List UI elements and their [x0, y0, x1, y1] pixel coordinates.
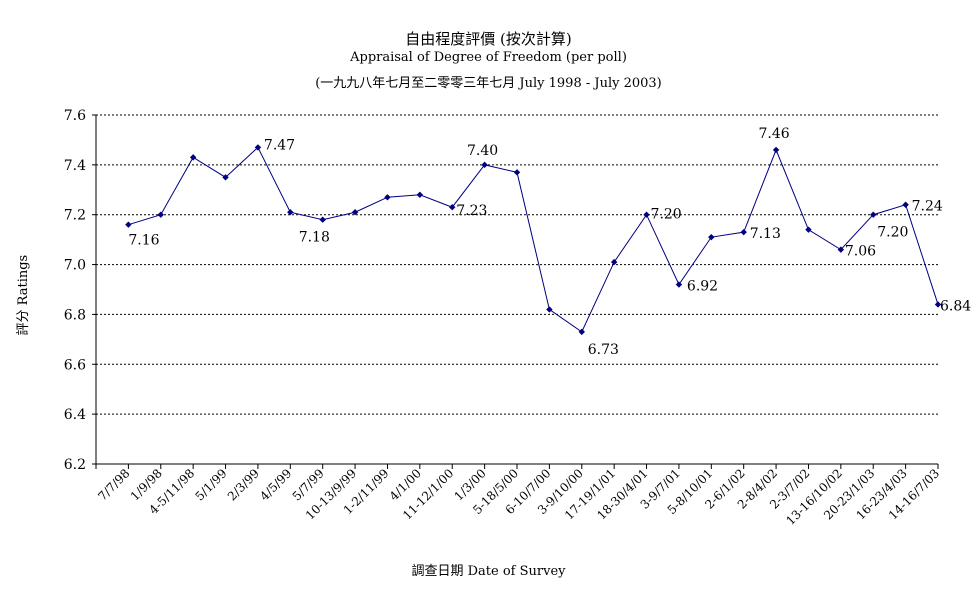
data-label: 7.20: [651, 207, 682, 223]
data-point: [934, 301, 942, 308]
data-label: 7.16: [128, 233, 159, 249]
data-point: [287, 209, 294, 216]
x-tick-label: 2/3/99: [225, 466, 262, 503]
data-point: [675, 281, 683, 288]
data-point: [643, 211, 650, 218]
data-point: [513, 169, 521, 176]
y-axis-label: 評分 Ratings: [16, 254, 31, 336]
data-label: 7.06: [845, 244, 876, 260]
data-label: 7.20: [877, 225, 908, 241]
x-tick-label: 5/1/99: [192, 466, 229, 503]
data-point: [222, 174, 229, 181]
data-label: 7.24: [912, 199, 943, 215]
data-point: [416, 191, 424, 198]
data-point: [254, 144, 262, 151]
data-point: [837, 246, 845, 253]
y-tick-label: 7.4: [64, 158, 86, 174]
y-tick-label: 7.2: [64, 208, 86, 224]
data-point: [449, 204, 456, 211]
data-point: [157, 211, 164, 218]
data-label: 7.47: [264, 137, 295, 153]
x-tick-label: 4/5/99: [257, 466, 294, 503]
data-label: 7.18: [299, 230, 330, 246]
data-point: [740, 228, 747, 236]
data-point: [319, 216, 326, 223]
y-tick-label: 6.8: [64, 307, 86, 323]
data-label: 7.13: [750, 226, 781, 242]
y-tick-label: 6.6: [64, 357, 86, 373]
x-axis-label: 調查日期 Date of Survey: [411, 564, 566, 579]
data-point: [610, 258, 618, 266]
data-point: [870, 211, 877, 218]
data-point: [384, 194, 391, 201]
data-point: [805, 226, 812, 233]
data-point: [189, 154, 197, 161]
data-label: 7.23: [456, 203, 487, 219]
y-tick-label: 6.4: [64, 407, 86, 423]
data-point: [351, 209, 359, 216]
data-point: [546, 306, 553, 313]
chart-subtitle: Appraisal of Degree of Freedom (per poll…: [350, 50, 627, 65]
data-label: 7.40: [467, 143, 498, 159]
data-point: [125, 221, 132, 228]
data-label: 6.84: [940, 298, 971, 314]
chart-subtitle-period: (一九九八年七月至二零零三年七月 July 1998 - July 2003): [315, 76, 662, 91]
data-label: 7.46: [758, 126, 789, 142]
series-line: [128, 146, 939, 333]
x-tick-label: 7/7/98: [95, 466, 132, 503]
data-label: 6.92: [687, 279, 718, 295]
y-tick-label: 6.2: [64, 457, 86, 473]
y-tick-label: 7.0: [64, 258, 86, 274]
data-point: [708, 233, 715, 241]
data-point: [772, 146, 780, 154]
data-point: [481, 161, 488, 169]
data-label: 6.73: [588, 342, 619, 358]
y-tick-label: 7.6: [64, 108, 86, 124]
data-point: [578, 328, 585, 336]
data-point: [902, 201, 909, 208]
chart-title: 自由程度評價 (按次計算): [405, 30, 572, 48]
